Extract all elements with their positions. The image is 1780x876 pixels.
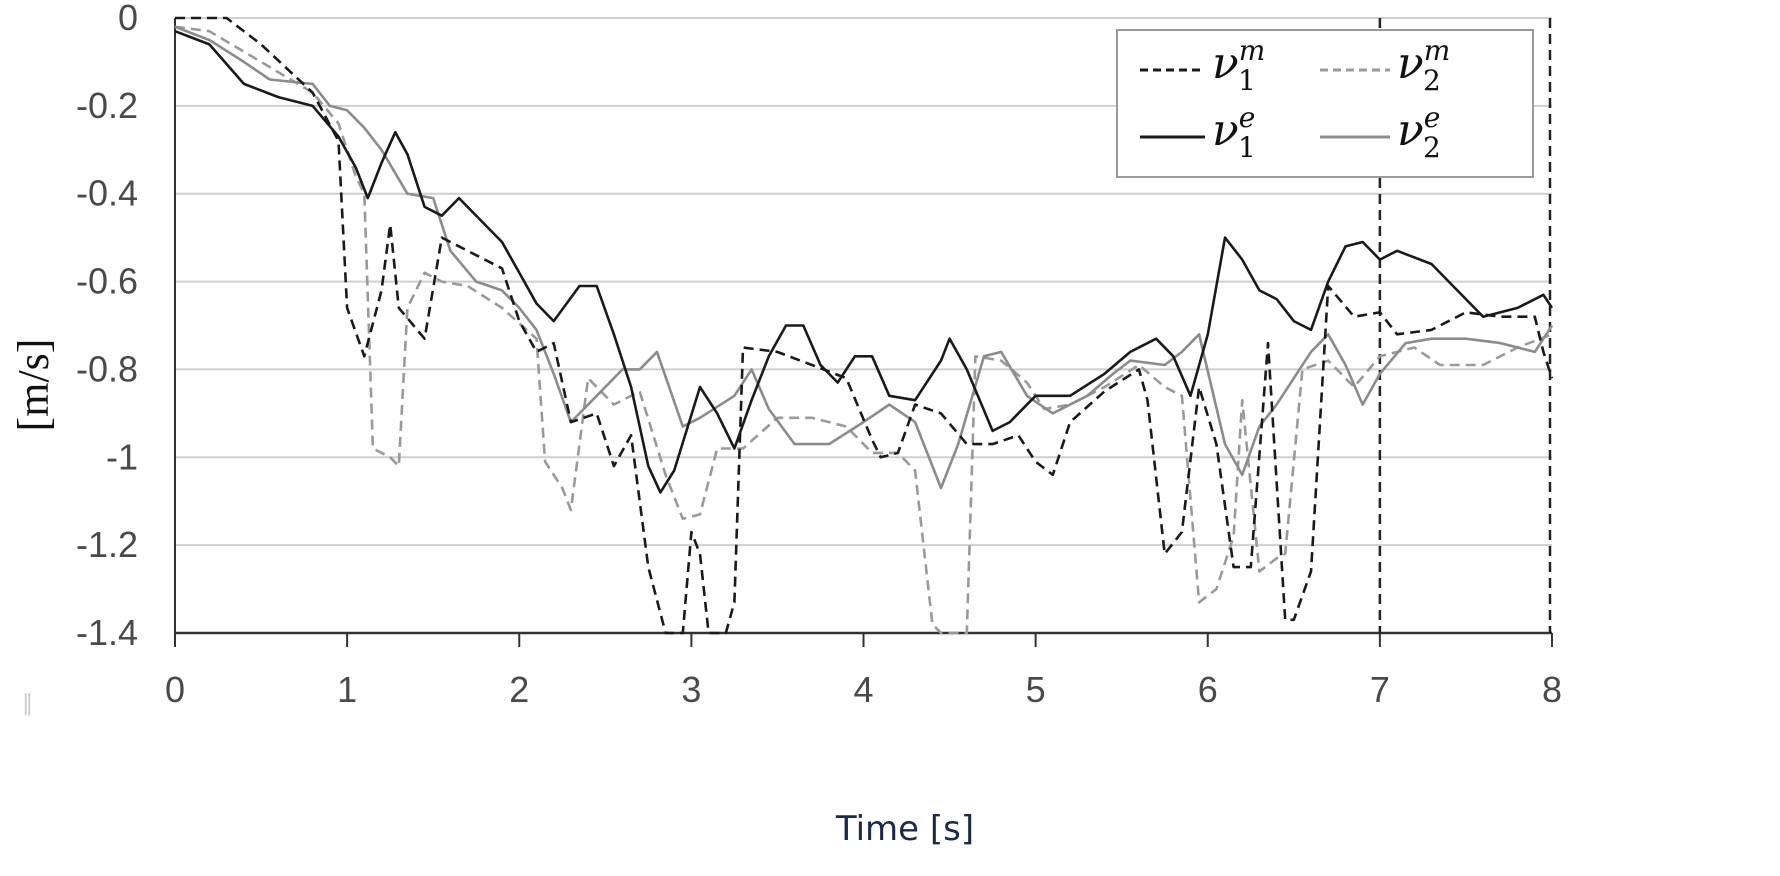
y-tick-label: -0.4 bbox=[76, 173, 138, 214]
series-line-v2e bbox=[174, 25, 1554, 490]
y-tick-labels: 0 -0.2 -0.4 -0.6 -0.8 -1 -1.2 -1.4 bbox=[76, 0, 138, 653]
x-tick-label: 3 bbox=[681, 669, 701, 710]
x-tick-label: 0 bbox=[165, 669, 185, 710]
legend-label-v1m: νm 1 bbox=[1212, 34, 1265, 97]
x-tick-label: 6 bbox=[1198, 669, 1218, 710]
series-line-v2m bbox=[174, 25, 1553, 635]
series-line-v1e bbox=[174, 29, 1554, 494]
y-tick-label: -0.6 bbox=[76, 261, 138, 302]
x-axis-label: Time [s] bbox=[835, 809, 974, 849]
series-line-v1m bbox=[175, 16, 1554, 635]
legend-label-v2m: νm 2 bbox=[1397, 34, 1450, 97]
y-tick-label: -1 bbox=[106, 436, 138, 477]
x-tick-label: 4 bbox=[853, 669, 873, 710]
legend-box bbox=[1116, 29, 1534, 178]
legend-label-v2e: νe 2 bbox=[1397, 101, 1441, 164]
x-tick-label: 8 bbox=[1542, 669, 1562, 710]
y-axis-label: [m/s] bbox=[9, 339, 58, 432]
x-tick-label: 7 bbox=[1370, 669, 1390, 710]
y-tick-label: -0.8 bbox=[76, 348, 138, 389]
x-tick-labels: 0 1 2 3 4 5 6 7 8 bbox=[165, 669, 1562, 710]
x-tick-label: 5 bbox=[1026, 669, 1046, 710]
legend-label-v1e: νe 1 bbox=[1212, 101, 1256, 164]
x-tick-label: 2 bbox=[509, 669, 529, 710]
x-tick-label: 1 bbox=[337, 669, 357, 710]
y-tick-label: 0 bbox=[118, 0, 138, 38]
corner-mark: ‖ bbox=[22, 691, 33, 716]
y-tick-label: -0.2 bbox=[76, 85, 138, 126]
y-tick-label: -1.4 bbox=[76, 612, 138, 653]
y-tick-label: -1.2 bbox=[76, 524, 138, 565]
axes bbox=[174, 17, 1553, 647]
legend: νm 1 νm 2 νe 1 νe 2 bbox=[1116, 29, 1534, 178]
series-lines bbox=[174, 16, 1554, 635]
